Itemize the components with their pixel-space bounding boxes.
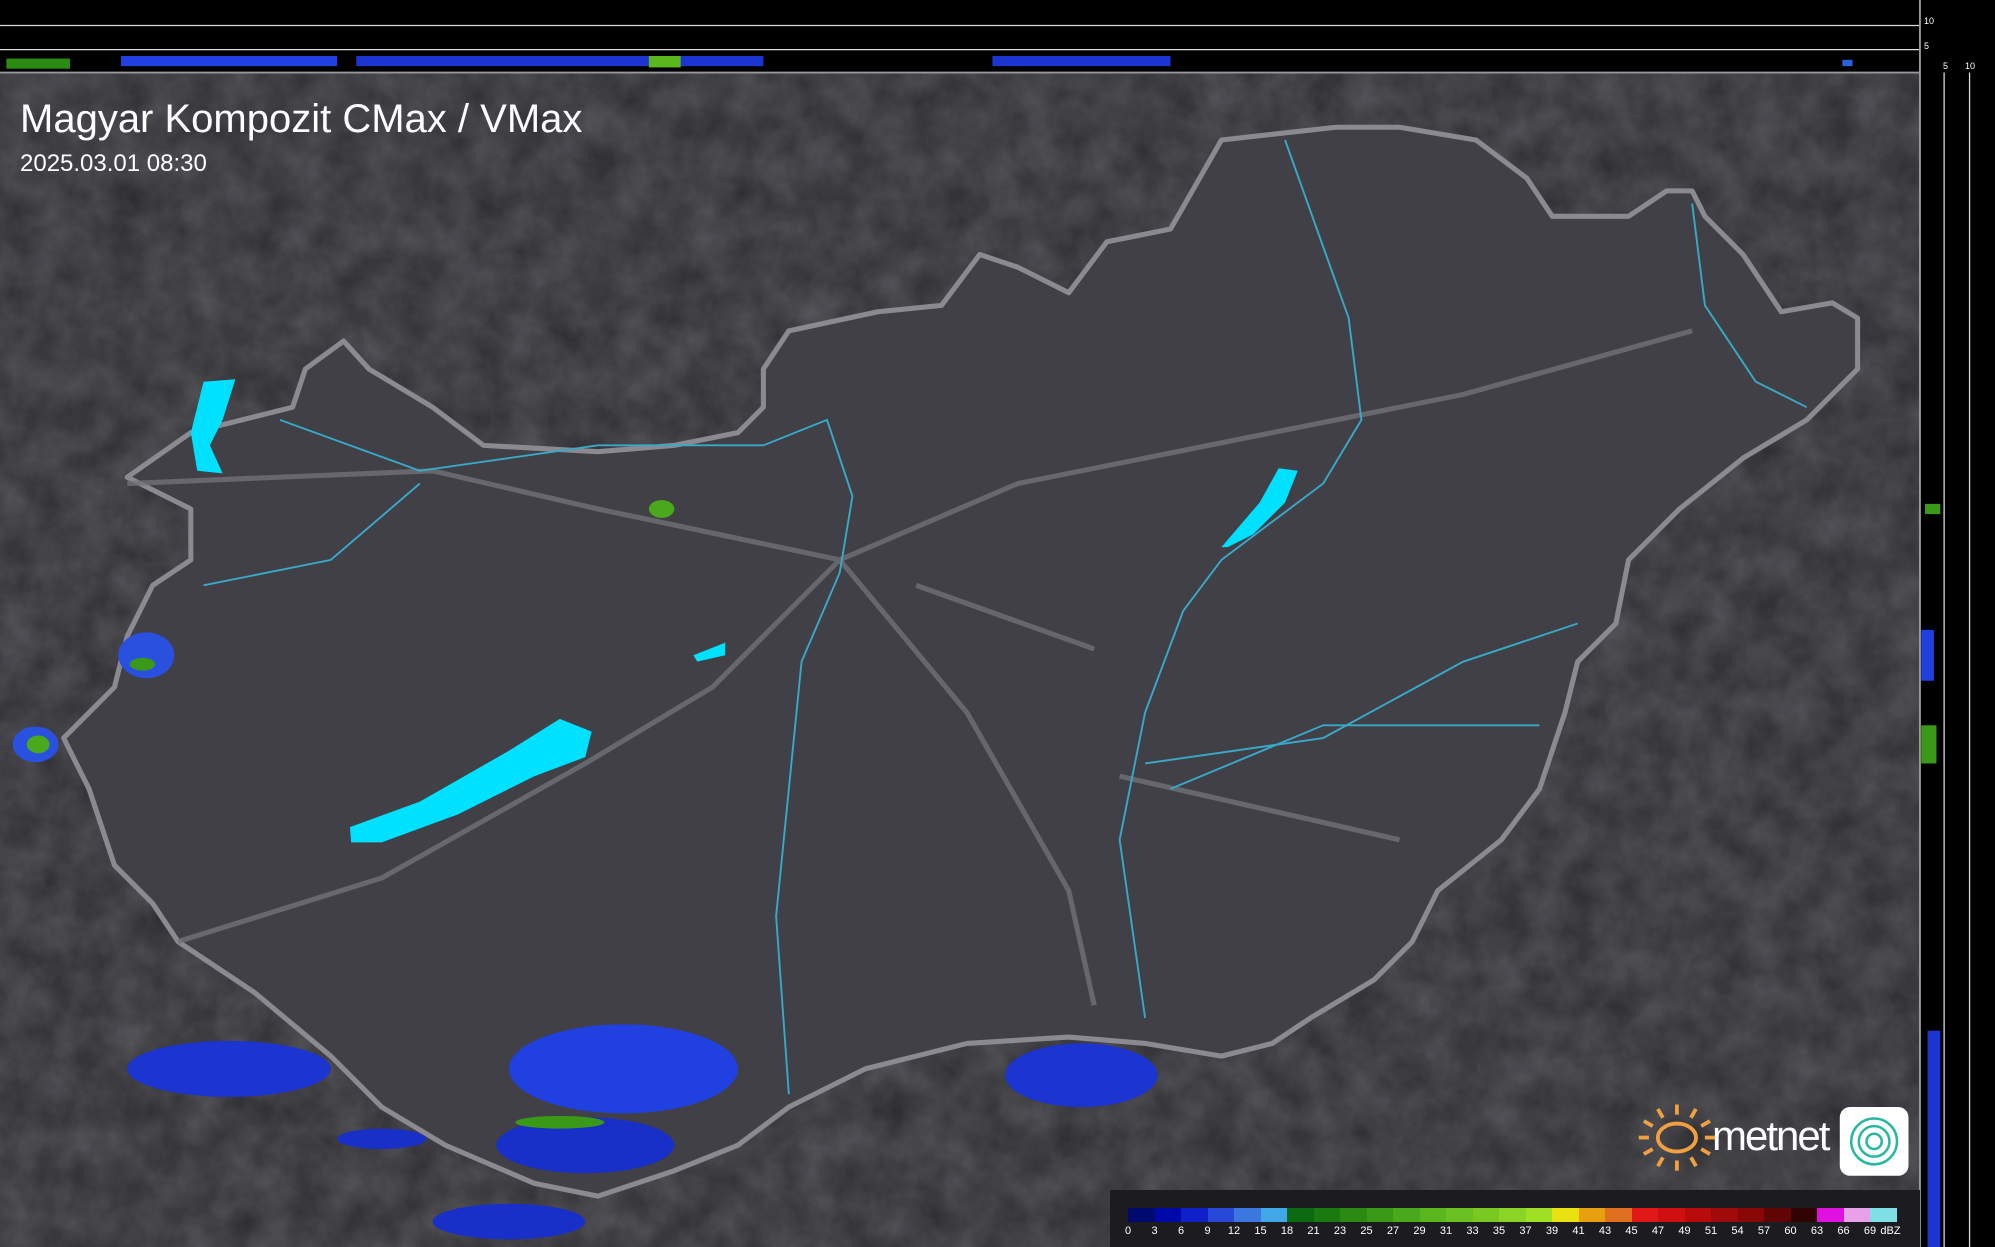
rivers bbox=[203, 139, 1808, 1095]
legend-swatch bbox=[1552, 1208, 1579, 1222]
metnet-wordmark: metnet bbox=[1712, 1112, 1830, 1159]
legend-swatch bbox=[1870, 1208, 1897, 1222]
lake-tisza bbox=[1221, 468, 1298, 548]
legend-label: 45 bbox=[1625, 1225, 1638, 1237]
legend-label: 0 bbox=[1124, 1225, 1132, 1237]
legend-swatch bbox=[1843, 1208, 1870, 1222]
legend-label: 27 bbox=[1386, 1225, 1400, 1237]
legend-label: 57 bbox=[1757, 1225, 1771, 1237]
right-axis-tick: 5 bbox=[1943, 61, 1949, 71]
legend-label: 18 bbox=[1280, 1225, 1294, 1237]
country-hungary bbox=[61, 124, 1861, 1199]
legend-label: 9 bbox=[1204, 1225, 1211, 1237]
legend-label: 43 bbox=[1598, 1225, 1612, 1237]
sun-ray bbox=[1689, 1107, 1698, 1119]
color-legend: 0 3 6 9 12 15 18 21 23 25 27 29 31 33 35 37 39 41 43 45 47 49… bbox=[1110, 1190, 1920, 1247]
legend-label: 37 bbox=[1519, 1225, 1532, 1237]
sun-ray bbox=[1642, 1119, 1654, 1128]
legend-label: 66 bbox=[1837, 1225, 1850, 1237]
roads bbox=[127, 328, 1693, 1006]
legend-label: 35 bbox=[1492, 1225, 1506, 1237]
legend-label: 31 bbox=[1439, 1225, 1453, 1237]
legend-label: 51 bbox=[1704, 1225, 1718, 1237]
legend-swatch bbox=[1419, 1208, 1446, 1222]
legend-swatch bbox=[1631, 1208, 1658, 1222]
legend-swatch bbox=[1207, 1208, 1234, 1222]
legend-swatch bbox=[1313, 1208, 1340, 1222]
legend-swatch bbox=[1817, 1208, 1844, 1222]
lake-balaton bbox=[349, 718, 592, 843]
sun-ray bbox=[1656, 1107, 1665, 1119]
legend-label: 33 bbox=[1466, 1225, 1479, 1237]
map-timestamp: 2025.03.01 08:30 bbox=[20, 150, 207, 177]
legend-swatch bbox=[1605, 1208, 1632, 1222]
legend-label: 54 bbox=[1731, 1225, 1744, 1237]
right-axis-tick: 10 bbox=[1965, 61, 1976, 71]
legend-swatch bbox=[1684, 1208, 1711, 1222]
sun-ray bbox=[1689, 1156, 1698, 1168]
legend-swatch bbox=[1260, 1208, 1287, 1222]
app-icon bbox=[1839, 1107, 1909, 1176]
legend-swatch bbox=[1764, 1208, 1791, 1222]
legend-label: 29 bbox=[1413, 1225, 1426, 1237]
legend-swatch bbox=[1366, 1208, 1393, 1222]
legend-label: 63 bbox=[1810, 1225, 1824, 1237]
legend-swatch bbox=[1472, 1208, 1499, 1222]
top-axis-tick: 5 bbox=[1924, 41, 1930, 51]
map-title: Magyar Kompozit CMax / VMax bbox=[20, 97, 583, 141]
radar-echoes bbox=[12, 500, 1158, 1240]
legend-swatch bbox=[1181, 1208, 1208, 1222]
metnet-logo: metnet bbox=[1636, 1104, 1916, 1180]
top-axis-tick: 10 bbox=[1924, 16, 1935, 26]
legend-swatch bbox=[1154, 1208, 1181, 1222]
legend-swatch bbox=[1737, 1208, 1764, 1222]
legend-label: 12 bbox=[1227, 1225, 1241, 1237]
legend-label: 60 bbox=[1784, 1225, 1797, 1237]
sun-ray bbox=[1700, 1147, 1711, 1156]
legend-swatch bbox=[1525, 1208, 1552, 1222]
legend-label: 23 bbox=[1333, 1225, 1347, 1237]
legend-label: 39 bbox=[1545, 1225, 1559, 1237]
legend-label: 25 bbox=[1360, 1225, 1373, 1237]
legend-swatch bbox=[1234, 1208, 1261, 1222]
legend-swatch bbox=[1499, 1208, 1526, 1222]
legend-swatch bbox=[1658, 1208, 1685, 1222]
lake-ferto bbox=[190, 379, 236, 474]
lakes bbox=[190, 379, 1298, 843]
legend-swatch bbox=[1340, 1208, 1367, 1222]
legend-swatch bbox=[1790, 1208, 1817, 1222]
legend-labels: 0 3 6 9 12 15 18 21 23 25 27 29 31 33 35 37 39 41 43 45 47 49… bbox=[1124, 1225, 1918, 1239]
legend-swatch bbox=[1446, 1208, 1473, 1222]
legend-label: 3 bbox=[1151, 1225, 1158, 1237]
legend-swatch bbox=[1128, 1208, 1155, 1222]
legend-swatch bbox=[1393, 1208, 1420, 1222]
legend-swatch bbox=[1578, 1208, 1605, 1222]
legend-unit: dBZ bbox=[1880, 1225, 1901, 1237]
legend-label: 21 bbox=[1307, 1225, 1320, 1237]
sun-ray bbox=[1642, 1147, 1654, 1156]
legend-label: 6 bbox=[1177, 1225, 1185, 1237]
legend-label: 15 bbox=[1254, 1225, 1267, 1237]
legend-label: 41 bbox=[1572, 1225, 1585, 1237]
legend-swatch bbox=[1287, 1208, 1314, 1222]
top-profile-echoes bbox=[6, 55, 1853, 69]
legend-swatches bbox=[1128, 1208, 1897, 1222]
sun-ray bbox=[1656, 1156, 1665, 1168]
legend-label: 49 bbox=[1678, 1225, 1691, 1237]
right-profile-echoes bbox=[1921, 503, 1941, 1247]
legend-label: 69 bbox=[1863, 1225, 1877, 1237]
legend-label: 47 bbox=[1651, 1225, 1665, 1237]
legend-swatch bbox=[1711, 1208, 1738, 1222]
sun-ray bbox=[1700, 1119, 1711, 1128]
metnet-sun-logo bbox=[1638, 1104, 1716, 1171]
